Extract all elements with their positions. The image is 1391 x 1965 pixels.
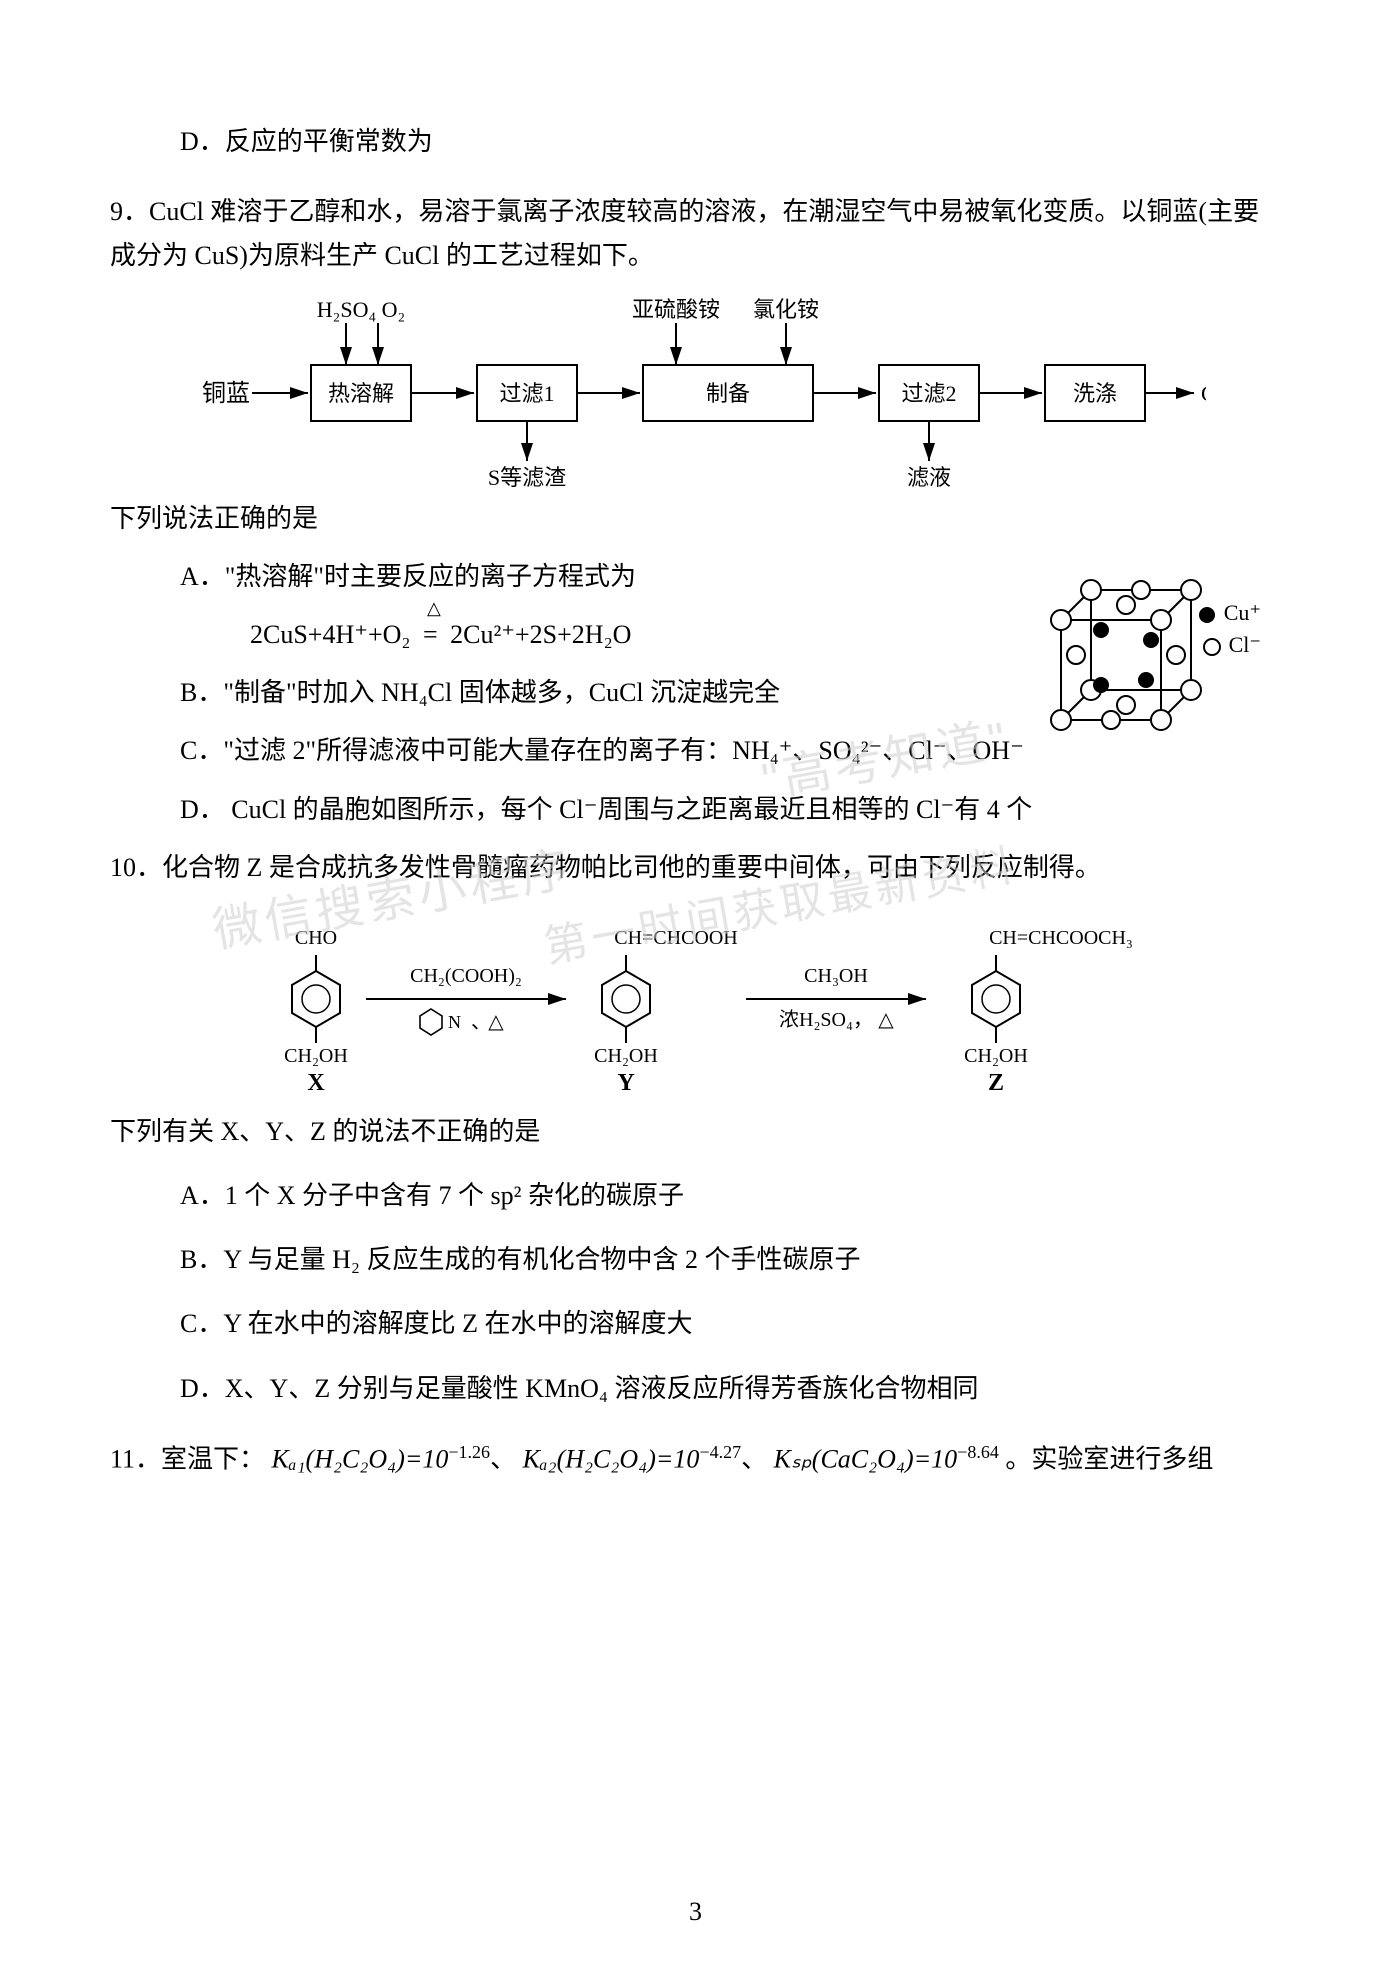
q10-after-rxn: 下列有关 X、Y、Z 的说法不正确的是 <box>110 1110 1281 1154</box>
flow-top-c: 氯化铵 <box>752 297 818 322</box>
q9-option-d: D． CuCl 的晶胞如图所示，每个 Cl⁻周围与之距离最近且相等的 Cl⁻有 … <box>110 788 1281 832</box>
q9-after-flow: 下列说法正确的是 <box>110 497 1281 541</box>
q10-reaction-scheme: CHO CH₂OH X CH₂(COOH)₂ N 、 △ CH=CHCOOH C… <box>206 904 1186 1104</box>
flow-box-2: 过滤1 <box>499 381 554 406</box>
flow-top-b: 亚硫酸铵 <box>631 297 719 322</box>
flow-box-4: 过滤2 <box>901 381 956 406</box>
q10-option-a: A．1 个 X 分子中含有 7 个 sp² 杂化的碳原子 <box>110 1174 1281 1218</box>
rxn-arrow2-delta: △ <box>878 1009 894 1031</box>
flow-right: CuCl <box>1201 381 1206 406</box>
q9-intro: 9．CuCl 难溶于乙醇和水，易溶于氯离子浓度较高的溶液，在潮湿空气中易被氧化变… <box>110 190 1281 278</box>
rxn-x-bottom: CH₂OH <box>284 1045 348 1067</box>
flow-box-5: 洗涤 <box>1072 381 1116 406</box>
rxn-x-name: X <box>307 1070 325 1096</box>
q11-ka2-exp: −4.27 <box>699 1442 741 1462</box>
q11-ka2-lhs: Kₐ₂(H₂C₂O₄)=10 <box>523 1444 700 1473</box>
rxn-z-top: CH=CHCOOCH₃ <box>989 927 1133 949</box>
eqA-right: 2Cu²⁺+2S+2H₂O <box>450 620 631 649</box>
exam-page: "高考知道" 微信搜索小程序 第一时间获取最新资料 D．反应的平衡常数为 9．C… <box>0 0 1391 1965</box>
q11-intro: 11．室温下： Kₐ₁(H₂C₂O₄)=10−1.26、 Kₐ₂(H₂C₂O₄)… <box>110 1437 1281 1482</box>
rxn-arrow1-top: CH₂(COOH)₂ <box>410 965 522 987</box>
rxn-arrow2-bottom: 浓H₂SO₄， <box>779 1008 873 1031</box>
rxn-z-bottom: CH₂OH <box>964 1045 1028 1067</box>
q10-intro: 10．化合物 Z 是合成抗多发性骨髓瘤药物帕比司他的重要中间体，可由下列反应制得… <box>110 846 1281 890</box>
q10-option-c: C．Y 在水中的溶解度比 Z 在水中的溶解度大 <box>110 1302 1281 1346</box>
rxn-y-bottom: CH₂OH <box>594 1045 658 1067</box>
q11-ksp-exp: −8.64 <box>957 1442 999 1462</box>
q10-option-d: D．X、Y、Z 分别与足量酸性 KMnO₄ 溶液反应所得芳香族化合物相同 <box>110 1367 1281 1411</box>
flow-box-3: 制备 <box>705 381 749 406</box>
rxn-y-name: Y <box>617 1070 634 1096</box>
eq-triangle-over-equal: △ = <box>423 613 438 657</box>
rxn-z-name: Z <box>987 1070 1003 1096</box>
q11-intro-pre: 11．室温下： <box>110 1444 265 1473</box>
legend-cl: Cl⁻ <box>1229 632 1261 657</box>
rxn-arrow1-delta: △ <box>488 1011 504 1033</box>
q11-ksp-lhs: Kₛₚ(CaC₂O₄)=10 <box>774 1444 958 1473</box>
flow-bottom-b: 滤液 <box>906 465 950 490</box>
rxn-x-top: CHO <box>294 927 336 949</box>
eqA-left: 2CuS+4H⁺+O₂ <box>250 620 410 649</box>
q8-option-d: D．反应的平衡常数为 <box>110 120 1281 164</box>
flow-left: 铜蓝 <box>202 380 250 407</box>
q10-option-b: B．Y 与足量 H₂ 反应生成的有机化合物中含 2 个手性碳原子 <box>110 1238 1281 1282</box>
q9-flowchart: H₂SO₄ O₂ 亚硫酸铵 氯化铵 铜蓝 热溶解 过滤1 制备 过滤2 洗涤 C… <box>186 293 1206 493</box>
q11-ka1-exp: −1.26 <box>448 1442 490 1462</box>
flow-bottom-a: S等滤渣 <box>487 465 565 490</box>
page-number: 3 <box>0 1897 1391 1927</box>
legend-cu: Cu⁺ <box>1224 600 1261 625</box>
q9-crystal-diagram <box>1041 570 1211 740</box>
q11-intro-post: 。实验室进行多组 <box>1005 1444 1213 1473</box>
rxn-arrow2-top: CH₃OH <box>804 965 868 987</box>
rxn-y-top: CH=CHCOOH <box>614 927 738 949</box>
flow-top-a: H₂SO₄ O₂ <box>316 297 404 322</box>
svg-text:N: N <box>448 1012 461 1032</box>
q11-ka1-lhs: Kₐ₁(H₂C₂O₄)=10 <box>272 1444 449 1473</box>
flow-box-1: 热溶解 <box>327 381 393 406</box>
q9-crystal-block: Cu⁺ Cl⁻ <box>1041 570 1301 745</box>
